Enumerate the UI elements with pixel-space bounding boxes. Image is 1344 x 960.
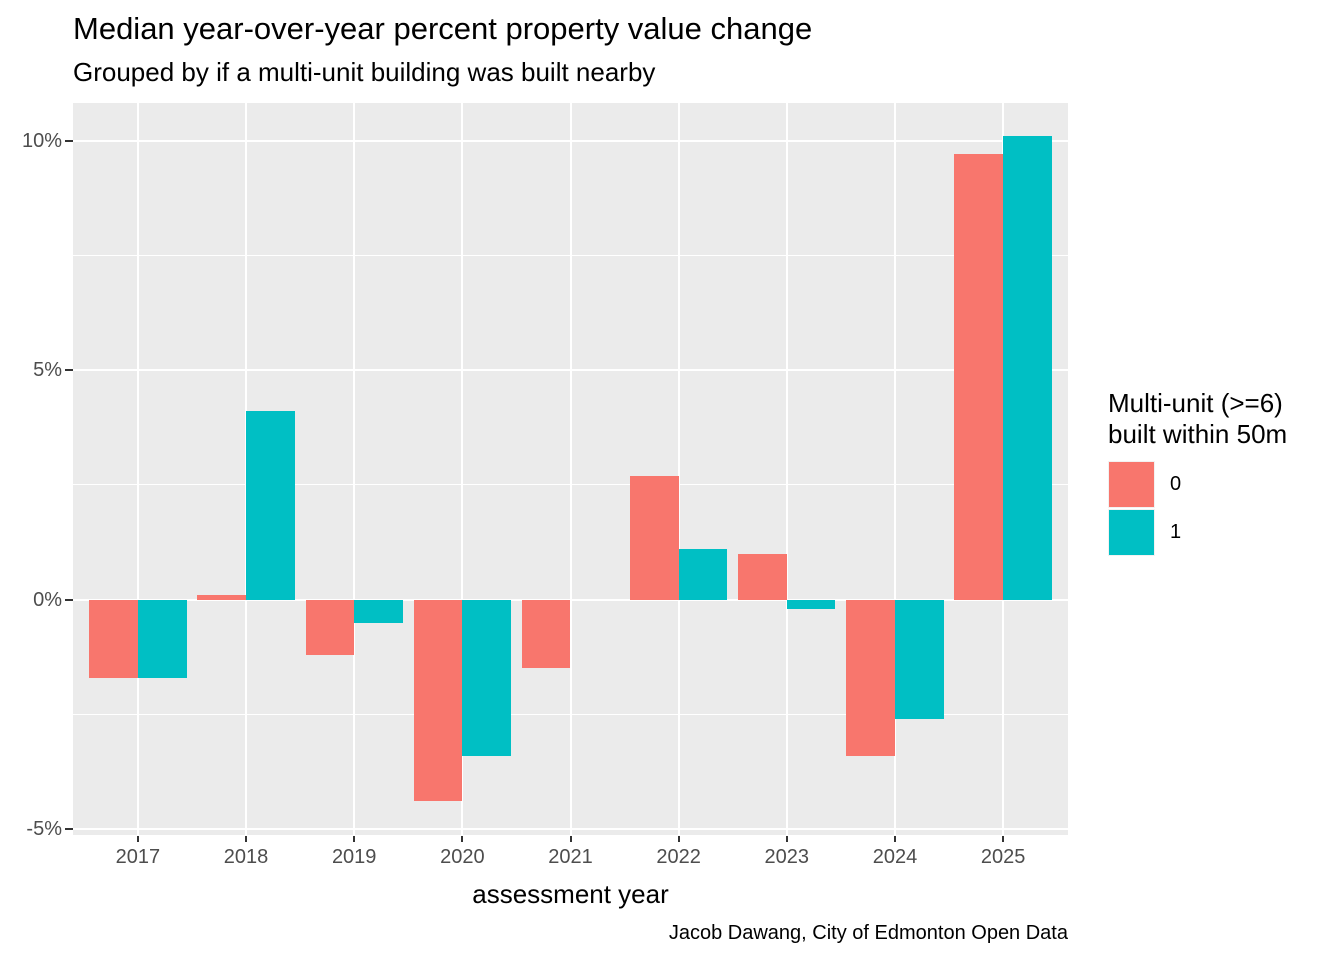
legend-key-0 [1108,461,1155,508]
y-tick-label: -5% [26,818,62,841]
x-tick-mark [461,836,464,842]
legend-title-line-1: Multi-unit (>=6) [1108,388,1283,418]
y-tick-mark [65,828,73,831]
x-tick-label: 2025 [980,846,1026,868]
x-tick-label: 2018 [223,846,269,868]
x-tick-mark [785,836,788,842]
x-tick-mark [1002,836,1005,842]
plot-panel [73,103,1068,835]
bar-2020-group-0 [413,599,463,802]
bar-2025-group-1 [1003,136,1052,600]
bar-2024-group-1 [894,599,944,719]
x-tick-mark [677,836,680,842]
x-tick-label: 2017 [115,846,161,868]
chart-subtitle: Grouped by if a multi-unit building was … [73,57,656,87]
legend-item: 1 [1108,509,1344,556]
legend-title-line-2: built within 50m [1108,419,1288,449]
bar-2022-group-0 [629,475,679,600]
x-tick-label: 2022 [656,846,701,868]
x-axis-title: assessment year [472,879,669,909]
x-tick-mark [245,836,248,842]
x-gridline-major [785,103,788,835]
legend: Multi-unit (>=6) built within 50m 0 1 [1108,388,1344,556]
x-gridline-major [569,103,572,835]
bar-2018-group-0 [197,594,247,600]
legend-swatch-teal [1109,510,1154,555]
y-tick-mark [65,139,73,142]
x-gridline-major [893,103,896,835]
y-tick-mark [65,598,73,601]
x-tick-label: 2024 [872,846,918,868]
bar-2024-group-0 [846,599,895,756]
x-gridline-major [353,103,356,835]
x-tick-mark [569,836,572,842]
y-tick-label: 0% [33,588,62,611]
bar-2022-group-1 [678,549,728,600]
x-tick-label: 2021 [548,846,593,868]
bar-2017-group-1 [137,599,187,678]
x-tick-mark [136,836,139,842]
bar-2019-group-1 [354,599,403,623]
legend-label-0: 0 [1170,473,1182,495]
caption: Jacob Dawang, City of Edmonton Open Data [668,922,1068,944]
bar-2018-group-1 [246,411,295,600]
x-tick-label: 2023 [764,846,810,868]
bar-2025-group-0 [954,154,1004,600]
y-tick-label: 10% [21,129,62,152]
legend-item: 0 [1108,461,1344,508]
x-tick-mark [893,836,896,842]
legend-swatch-red [1109,462,1154,507]
x-gridline-major [461,103,464,835]
x-tick-label: 2020 [440,846,485,868]
y-tick-mark [65,369,73,372]
x-gridline-major [136,103,139,835]
legend-key-1 [1108,509,1155,556]
y-tick-label: 5% [33,359,62,382]
bar-2023-group-0 [738,553,787,600]
bar-2023-group-1 [786,599,836,609]
x-tick-mark [353,836,356,842]
bar-2019-group-0 [305,599,355,655]
chart-title: Median year-over-year percent property v… [73,11,813,46]
legend-label-1: 1 [1170,521,1182,543]
bar-2017-group-0 [89,599,138,678]
x-tick-label: 2019 [331,846,377,868]
legend-title: Multi-unit (>=6) built within 50m [1108,388,1344,450]
x-gridline-major [677,103,680,835]
bar-2020-group-1 [462,599,511,756]
bar-2021-group-0 [521,599,571,669]
